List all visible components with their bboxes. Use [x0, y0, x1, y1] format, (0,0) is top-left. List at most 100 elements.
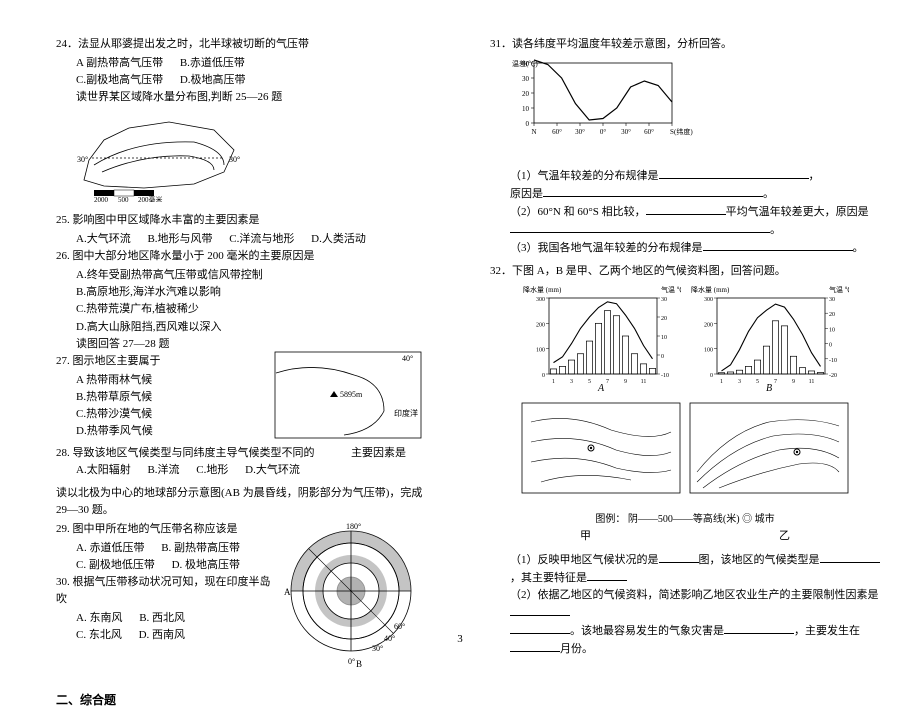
q28-c: C.地形: [196, 462, 228, 479]
lat-30-l: 30°: [77, 155, 88, 164]
q29-a: A. 赤道低压带: [76, 540, 144, 557]
deg-60: 60°: [394, 622, 405, 631]
q24-c: C.副极地高气压带: [76, 72, 163, 89]
svg-text:0: 0: [661, 354, 664, 360]
label-yi: 乙: [779, 528, 790, 545]
q30-c: C. 东北风: [76, 627, 122, 644]
q32-2a: （2）依据乙地区的气候资料，简述影响乙地区农业生产的主要限制性因素是: [510, 589, 879, 601]
polar-figure: 180° 60° 40° 30° 0° A B: [276, 519, 426, 675]
q26-b: B.高原地形,海洋水汽难以影响: [56, 284, 430, 301]
q24-stem: 24．法显从耶婆提出发之时，北半球被切断的气压带: [56, 36, 430, 53]
q32-2c: ，主要发生在: [794, 625, 860, 637]
svg-text:10: 10: [522, 105, 530, 113]
q32-2d: 月份。: [560, 643, 593, 655]
svg-text:200: 200: [704, 323, 713, 329]
blank: [724, 622, 794, 634]
map-25-26: 30° 30° 2000 500 200毫米: [74, 110, 430, 208]
q32-1: （1）反映甲地区气候状况的是图，该地区的气候类型是，其主要特征是: [490, 551, 880, 587]
q31-3b: 。: [853, 242, 864, 254]
blank: [820, 551, 880, 563]
maps-legend-b: 阴——500——等高线(米) ◎ 城市: [628, 514, 775, 525]
svg-text:20: 20: [661, 316, 667, 322]
blank: [510, 221, 770, 233]
svg-text:7: 7: [774, 379, 777, 385]
polar-B: B: [356, 659, 362, 669]
chart-31: 010203040温差(℃)N60°30°0°30°60°S(纬度): [508, 57, 880, 163]
q28-opts: A.太阳辐射 B.洋流 C.地形 D.大气环流: [56, 462, 430, 479]
deg-30: 30°: [372, 644, 383, 653]
polar-intro: 读以北极为中心的地球部分示意图(AB 为晨昏线，阴影部分为气压带)，完成 29—…: [56, 485, 430, 519]
svg-text:20: 20: [522, 90, 530, 98]
blank: [646, 203, 726, 215]
blank: [587, 569, 627, 581]
svg-text:-10: -10: [661, 373, 669, 379]
svg-text:30: 30: [522, 75, 530, 83]
right-column: 31．读各纬度平均温度年较差示意图，分析回答。 010203040温差(℃)N6…: [460, 0, 920, 651]
ocean-lbl: 印度洋: [394, 408, 418, 418]
svg-text:10: 10: [661, 335, 667, 341]
svg-text:B: B: [766, 383, 772, 394]
q32-1a: （1）反映甲地区气候状况的是: [510, 554, 659, 566]
svg-text:10: 10: [829, 328, 835, 334]
svg-text:气温 ℃: 气温 ℃: [661, 285, 681, 294]
svg-text:0: 0: [710, 373, 713, 379]
svg-text:100: 100: [704, 348, 713, 354]
q25-b: B.地形与风带: [147, 231, 212, 248]
q28-row: 28. 导致该地区气候类型与同纬度主导气候类型不同的 主要因素是: [56, 445, 430, 462]
q31-1a: （1）气温年较差的分布规律是: [510, 170, 659, 182]
svg-text:100: 100: [536, 348, 545, 354]
q28-stem-l: 28. 导致该地区气候类型与同纬度主导气候类型不同的: [56, 447, 315, 459]
legend-500: 500: [118, 196, 129, 202]
map-27-28: 5895m 40° 印度洋: [274, 351, 422, 445]
q28-a: A.太阳辐射: [76, 462, 131, 479]
q32-2b-row: 。该地最容易发生的气象灾害是，主要发生在: [490, 622, 880, 640]
q32-2d-row: 月份。: [490, 640, 880, 658]
svg-text:20: 20: [829, 313, 835, 319]
q26-d: D.高大山脉阻挡,西风难以深入: [56, 319, 430, 336]
blank: [659, 551, 699, 563]
blank: [543, 185, 763, 197]
deg-0: 0°: [348, 657, 355, 666]
maps-labels: 甲 乙: [490, 528, 880, 545]
q24-a: A 副热带高气压带: [76, 55, 163, 72]
section-2-heading: 二、综合题: [56, 691, 430, 709]
climate-charts: 降水量 (mm)气温 ℃0100200300-1001020301357911A…: [490, 282, 880, 402]
left-column: 24．法显从耶婆提出发之时，北半球被切断的气压带 A 副热带高气压带 B.赤道低…: [0, 0, 460, 651]
svg-text:9: 9: [792, 379, 795, 385]
q30-b: B. 西北风: [139, 610, 185, 627]
page-number: 3: [457, 633, 463, 645]
svg-text:11: 11: [641, 379, 647, 385]
q30-a: A. 东南风: [76, 610, 122, 627]
q31-3a: （3）我国各地气温年较差的分布规律是: [510, 242, 703, 254]
q31-2a: （2）60°N 和 60°S 相比较，: [510, 206, 646, 218]
label-jia: 甲: [580, 528, 591, 545]
svg-text:气温 ℃: 气温 ℃: [829, 285, 849, 294]
svg-text:N: N: [531, 128, 536, 136]
mtn-5895: 5895m: [340, 390, 363, 399]
q31-1c: 。: [763, 188, 774, 200]
q32-2: （2）依据乙地区的气候资料，简述影响乙地区农业生产的主要限制性因素是: [490, 587, 880, 622]
q24-opts-row1: A 副热带高气压带 B.赤道低压带: [56, 55, 430, 72]
svg-text:30°: 30°: [621, 128, 631, 136]
q29-c: C. 副极地低压带: [76, 557, 155, 574]
map-25-26-svg: 30° 30° 2000 500 200毫米: [74, 110, 244, 202]
q26-c: C.热带荒漠广布,植被稀少: [56, 301, 430, 318]
svg-text:3: 3: [570, 379, 573, 385]
svg-text:降水量 (mm): 降水量 (mm): [523, 285, 562, 294]
svg-text:1: 1: [720, 379, 723, 385]
q32-stem: 32．下图 A，B 是甲、乙两个地区的气候资料图，回答问题。: [490, 263, 880, 280]
svg-text:200: 200: [536, 323, 545, 329]
svg-text:30: 30: [829, 297, 835, 303]
svg-text:11: 11: [809, 379, 815, 385]
q28-b: B.洋流: [147, 462, 179, 479]
q24-opts-row2: C.副极地高气压带 D.极地高压带: [56, 72, 430, 89]
lat-40: 40°: [402, 354, 413, 363]
svg-text:0: 0: [542, 373, 545, 379]
polar-A: A: [284, 587, 291, 597]
svg-text:300: 300: [536, 297, 545, 303]
blank: [510, 640, 560, 652]
q31-3: （3）我国各地气温年较差的分布规律是 。: [490, 239, 880, 257]
q31-2: （2）60°N 和 60°S 相比较，平均气温年较差更大，原因是: [490, 203, 880, 221]
clim-B-svg: 降水量 (mm)气温 ℃0100200300-20-10010203013579…: [689, 282, 849, 402]
svg-text:1: 1: [552, 379, 555, 385]
